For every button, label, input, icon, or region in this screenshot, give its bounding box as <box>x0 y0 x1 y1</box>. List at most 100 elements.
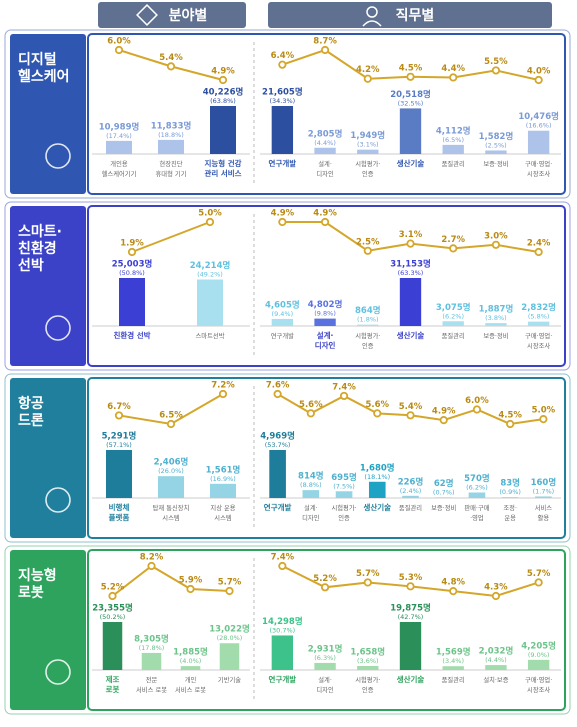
section-frame <box>4 201 571 371</box>
rate-label: 2.5% <box>356 237 380 247</box>
rate-label: 4.8% <box>441 578 465 588</box>
value-label: 4,605명 <box>265 299 300 310</box>
tab <box>98 2 246 28</box>
rate-point <box>320 45 330 55</box>
rate-point <box>306 409 315 418</box>
share-label: (53.7%) <box>265 441 291 449</box>
tab-label: 직무별 <box>396 7 435 24</box>
category-label: 서비스 로봇 <box>175 685 206 694</box>
rate-point <box>363 74 372 83</box>
value-label: 2,805명 <box>308 128 343 139</box>
category-label: 로봇 <box>106 685 120 694</box>
share-label: (57.1%) <box>106 441 132 449</box>
rate-label: 5.2% <box>101 583 125 593</box>
category-label: 설계· <box>317 330 334 340</box>
share-label: (3.4%) <box>442 657 464 665</box>
rate-point <box>406 582 415 591</box>
section-icon <box>45 659 71 685</box>
value-label: 4,205명 <box>521 640 556 651</box>
value-label: 1,561명 <box>206 464 241 475</box>
share-label: (32.5%) <box>398 99 424 107</box>
category-label: 지상 운용 <box>210 503 235 512</box>
category-label: 설계· <box>318 675 332 684</box>
rate-label: 4.3% <box>484 583 508 593</box>
rate-point <box>166 62 176 71</box>
category-label: 시험평가· <box>355 331 380 340</box>
category-label: 스마트선박 <box>196 331 225 340</box>
category-label: 구매·영업· <box>525 331 552 340</box>
tab <box>268 2 552 28</box>
rate-label: 2.7% <box>441 235 465 245</box>
category-label: 제조 <box>106 674 120 684</box>
value-label: 1,949명 <box>350 130 385 141</box>
rate-label: 5.0% <box>198 209 222 219</box>
rate-point <box>506 419 515 429</box>
category-label: 판매·구매 <box>464 503 489 512</box>
rate-label: 5.6% <box>365 400 389 410</box>
value-label: 695명 <box>331 472 357 483</box>
section-title: 헬스케어 <box>18 68 70 85</box>
rate-label: 5.2% <box>313 574 337 584</box>
bar <box>357 324 379 326</box>
rate-point <box>449 244 458 253</box>
rate-point <box>449 73 458 82</box>
share-label: (34.3%) <box>269 97 295 105</box>
rate-label: 5.4% <box>159 53 183 63</box>
category-label: 운용 <box>504 514 516 522</box>
rate-point <box>449 587 458 596</box>
rate-point <box>205 217 215 227</box>
share-label: (63.3%) <box>398 269 424 277</box>
category-label: 플랫폼 <box>109 512 130 522</box>
value-label: 2,406명 <box>154 457 189 468</box>
category-label: 디자인 <box>316 685 334 694</box>
category-label: 시스템 <box>214 514 232 522</box>
category-label: ·영업 <box>470 513 484 522</box>
rate-label: 3.0% <box>484 231 508 241</box>
category-label: 품질관리 <box>399 503 422 512</box>
category-label: 품질관리 <box>442 675 465 684</box>
bar <box>501 497 519 498</box>
rate-label: 4.9% <box>432 407 456 417</box>
rate-point <box>320 583 330 592</box>
category-label: 조정· <box>503 503 517 512</box>
category-label: 시장조사 <box>527 169 550 178</box>
section-icon <box>45 143 71 169</box>
category-label: 시험평가· <box>355 159 380 168</box>
bar <box>119 278 145 326</box>
rate-point <box>114 45 124 55</box>
bar <box>399 108 422 154</box>
value-label: 19,875명 <box>390 603 431 614</box>
rate-label: 7.2% <box>211 381 235 391</box>
bar <box>314 318 336 326</box>
bar <box>271 318 294 326</box>
share-label: (4.4%) <box>485 656 507 664</box>
category-label: 구매·영업· <box>525 675 552 684</box>
rate-label: 4.5% <box>498 411 522 421</box>
section-icon <box>45 315 71 341</box>
category-label: 생산기술 <box>397 158 425 168</box>
value-label: 40,226명 <box>203 87 244 98</box>
rate-point <box>127 247 137 257</box>
bar <box>210 483 236 498</box>
value-label: 2,931명 <box>308 643 343 654</box>
category-label: 비행체 <box>109 502 130 512</box>
share-label: (50.8%) <box>119 269 145 277</box>
rate-label: 1.9% <box>120 239 144 249</box>
category-label: 휴대형 기기 <box>156 169 187 178</box>
bar <box>102 622 123 670</box>
bar <box>271 106 294 154</box>
category-label: 시장조사 <box>527 341 550 350</box>
category-label: 기반기술 <box>218 675 241 684</box>
share-label: (6.3%) <box>314 654 336 662</box>
category-label: 인증 <box>362 169 374 178</box>
rate-point <box>539 415 548 424</box>
share-label: (8.8%) <box>300 481 322 489</box>
rate-label: 4.4% <box>441 64 465 74</box>
bar <box>368 481 386 498</box>
category-label: 설치·보증 <box>483 675 508 684</box>
value-label: 13,022명 <box>209 624 250 635</box>
share-label: (17.8%) <box>139 644 165 652</box>
category-label: 연구개발 <box>269 674 297 684</box>
bar <box>158 139 184 154</box>
